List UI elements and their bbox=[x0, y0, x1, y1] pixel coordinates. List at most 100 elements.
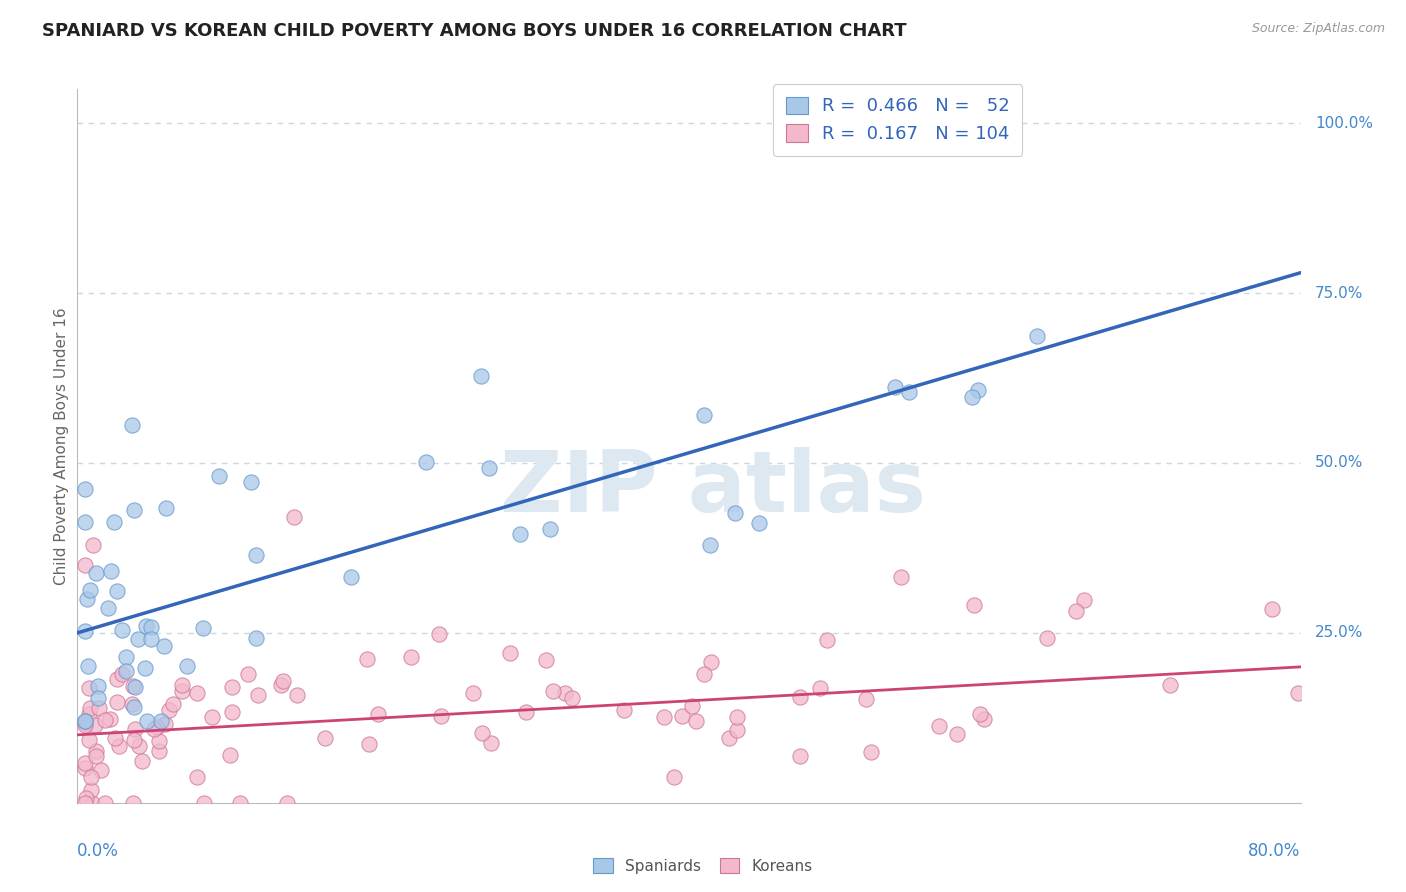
Point bbox=[121, 796, 143, 810]
Point bbox=[73, 718, 96, 732]
Point bbox=[122, 732, 145, 747]
Point bbox=[245, 548, 267, 562]
Point bbox=[86, 566, 108, 580]
Point bbox=[561, 691, 583, 706]
Point bbox=[122, 679, 145, 693]
Y-axis label: Child Poverty Among Boys Under 16: Child Poverty Among Boys Under 16 bbox=[53, 307, 69, 585]
Point bbox=[94, 796, 117, 810]
Point bbox=[534, 653, 557, 667]
Point bbox=[176, 658, 198, 673]
Point bbox=[105, 584, 128, 599]
Point bbox=[359, 737, 381, 751]
Point bbox=[855, 692, 877, 706]
Point bbox=[121, 417, 143, 432]
Point bbox=[121, 697, 143, 711]
Point bbox=[221, 705, 243, 719]
Point bbox=[890, 570, 912, 584]
Point bbox=[98, 713, 121, 727]
Point bbox=[73, 558, 96, 572]
Point bbox=[1073, 593, 1095, 607]
Point bbox=[73, 482, 96, 496]
Point bbox=[699, 538, 721, 552]
Point bbox=[725, 710, 748, 724]
Point bbox=[186, 686, 208, 700]
Point bbox=[143, 722, 166, 736]
Point bbox=[430, 708, 453, 723]
Point bbox=[103, 515, 125, 529]
Point bbox=[80, 783, 103, 797]
Point bbox=[808, 681, 831, 696]
Point bbox=[193, 796, 215, 810]
Point bbox=[76, 592, 98, 607]
Point bbox=[693, 667, 716, 681]
Text: 80.0%: 80.0% bbox=[1249, 842, 1301, 860]
Point bbox=[100, 564, 122, 578]
Point bbox=[928, 719, 950, 733]
Point bbox=[170, 684, 193, 698]
Point bbox=[157, 703, 180, 717]
Point bbox=[748, 516, 770, 531]
Point bbox=[84, 744, 107, 758]
Point bbox=[238, 667, 260, 681]
Point bbox=[240, 475, 263, 490]
Point bbox=[87, 679, 110, 693]
Point bbox=[124, 680, 146, 694]
Point bbox=[1036, 631, 1059, 645]
Point bbox=[671, 709, 693, 723]
Point bbox=[191, 621, 214, 635]
Point bbox=[108, 739, 131, 753]
Point bbox=[245, 631, 267, 645]
Point bbox=[73, 756, 96, 770]
Point bbox=[148, 744, 170, 758]
Point bbox=[79, 701, 101, 715]
Text: 75.0%: 75.0% bbox=[1315, 285, 1364, 301]
Point bbox=[470, 368, 492, 383]
Point bbox=[201, 710, 224, 724]
Legend: R =  0.466   N =   52, R =  0.167   N = 104: R = 0.466 N = 52, R = 0.167 N = 104 bbox=[773, 84, 1022, 156]
Point bbox=[815, 632, 838, 647]
Point bbox=[945, 727, 967, 741]
Point bbox=[73, 715, 96, 730]
Point bbox=[538, 522, 561, 536]
Point bbox=[122, 700, 145, 714]
Point bbox=[104, 731, 127, 745]
Point bbox=[471, 725, 494, 739]
Text: SPANIARD VS KOREAN CHILD POVERTY AMONG BOYS UNDER 16 CORRELATION CHART: SPANIARD VS KOREAN CHILD POVERTY AMONG B… bbox=[42, 22, 907, 40]
Point bbox=[509, 526, 531, 541]
Point bbox=[700, 655, 723, 669]
Point bbox=[152, 640, 174, 654]
Point bbox=[141, 632, 163, 646]
Point bbox=[80, 770, 103, 784]
Point bbox=[124, 722, 146, 736]
Point bbox=[662, 770, 685, 784]
Point bbox=[960, 391, 983, 405]
Point bbox=[77, 707, 100, 722]
Point bbox=[148, 734, 170, 748]
Point bbox=[652, 709, 675, 723]
Point bbox=[122, 502, 145, 516]
Point bbox=[681, 698, 703, 713]
Point bbox=[79, 583, 101, 598]
Point bbox=[499, 646, 522, 660]
Point bbox=[478, 461, 501, 475]
Point bbox=[1064, 604, 1087, 618]
Point bbox=[172, 678, 194, 692]
Point bbox=[399, 649, 422, 664]
Point bbox=[479, 735, 502, 749]
Point bbox=[115, 650, 138, 665]
Point bbox=[77, 658, 100, 673]
Point bbox=[136, 714, 159, 729]
Point bbox=[221, 680, 243, 694]
Point bbox=[155, 501, 177, 516]
Point bbox=[73, 714, 96, 729]
Point bbox=[541, 684, 564, 698]
Point bbox=[613, 703, 636, 717]
Point bbox=[1286, 685, 1309, 699]
Point bbox=[973, 712, 995, 726]
Point bbox=[111, 623, 134, 637]
Point bbox=[186, 770, 208, 784]
Point bbox=[80, 796, 103, 810]
Point bbox=[90, 763, 112, 777]
Point bbox=[139, 620, 162, 634]
Point bbox=[77, 681, 100, 695]
